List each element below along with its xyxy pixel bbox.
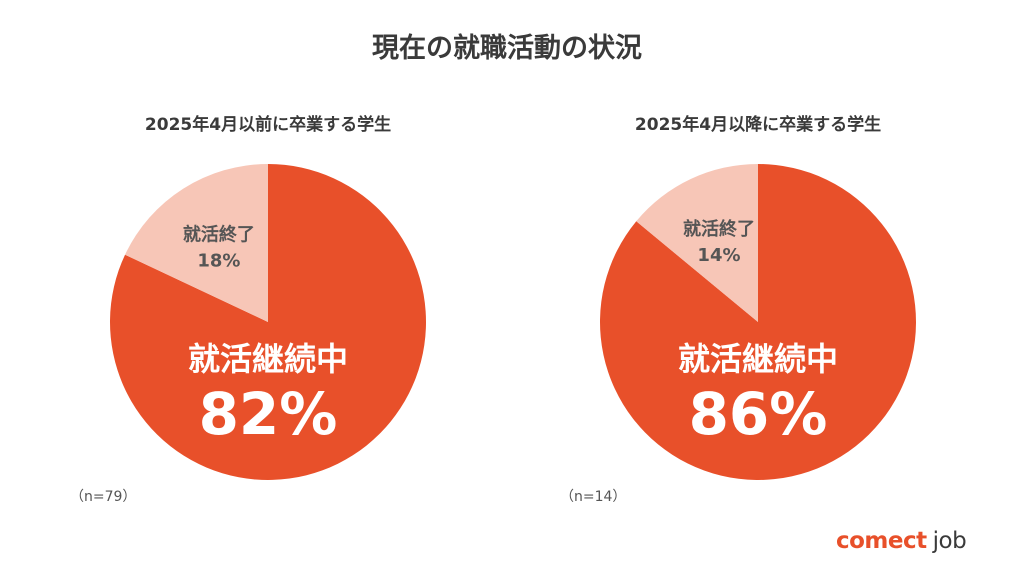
slice-value-finished: 18%: [197, 251, 240, 272]
slice-value-continuing: 82%: [199, 380, 338, 448]
sample-size-note: （n=79）: [70, 489, 137, 505]
pie-slice-finished: [636, 164, 758, 322]
slice-label-finished: 就活終了: [183, 224, 255, 246]
chart-title: 2025年4月以前に卒業する学生: [144, 115, 392, 135]
slice-label-continuing: 就活継続中: [678, 340, 838, 378]
brand-logo: comect job: [836, 528, 967, 554]
chart-right: 2025年4月以降に卒業する学生 就活終了 14% 就活継続中 86% （n=1…: [560, 110, 948, 505]
slice-label-continuing: 就活継続中: [188, 340, 348, 378]
logo-suffix-text: job: [932, 528, 967, 554]
chart-title: 2025年4月以降に卒業する学生: [634, 115, 882, 135]
pie-slice-finished: [125, 164, 268, 322]
slice-value-finished: 14%: [697, 245, 740, 266]
sample-size-note: （n=14）: [560, 489, 627, 505]
slice-value-continuing: 86%: [689, 380, 828, 448]
page-title: 現在の就職活動の状況: [372, 33, 642, 64]
pie-chart: 就活終了 14% 就活継続中 86%: [600, 164, 916, 480]
logo-brand-text: comect: [836, 528, 927, 554]
chart-left: 2025年4月以前に卒業する学生 就活終了 18% 就活継続中 82% （n=7…: [70, 110, 458, 505]
slice-label-finished: 就活終了: [683, 218, 755, 240]
pie-chart: 就活終了 18% 就活継続中 82%: [109, 164, 427, 480]
